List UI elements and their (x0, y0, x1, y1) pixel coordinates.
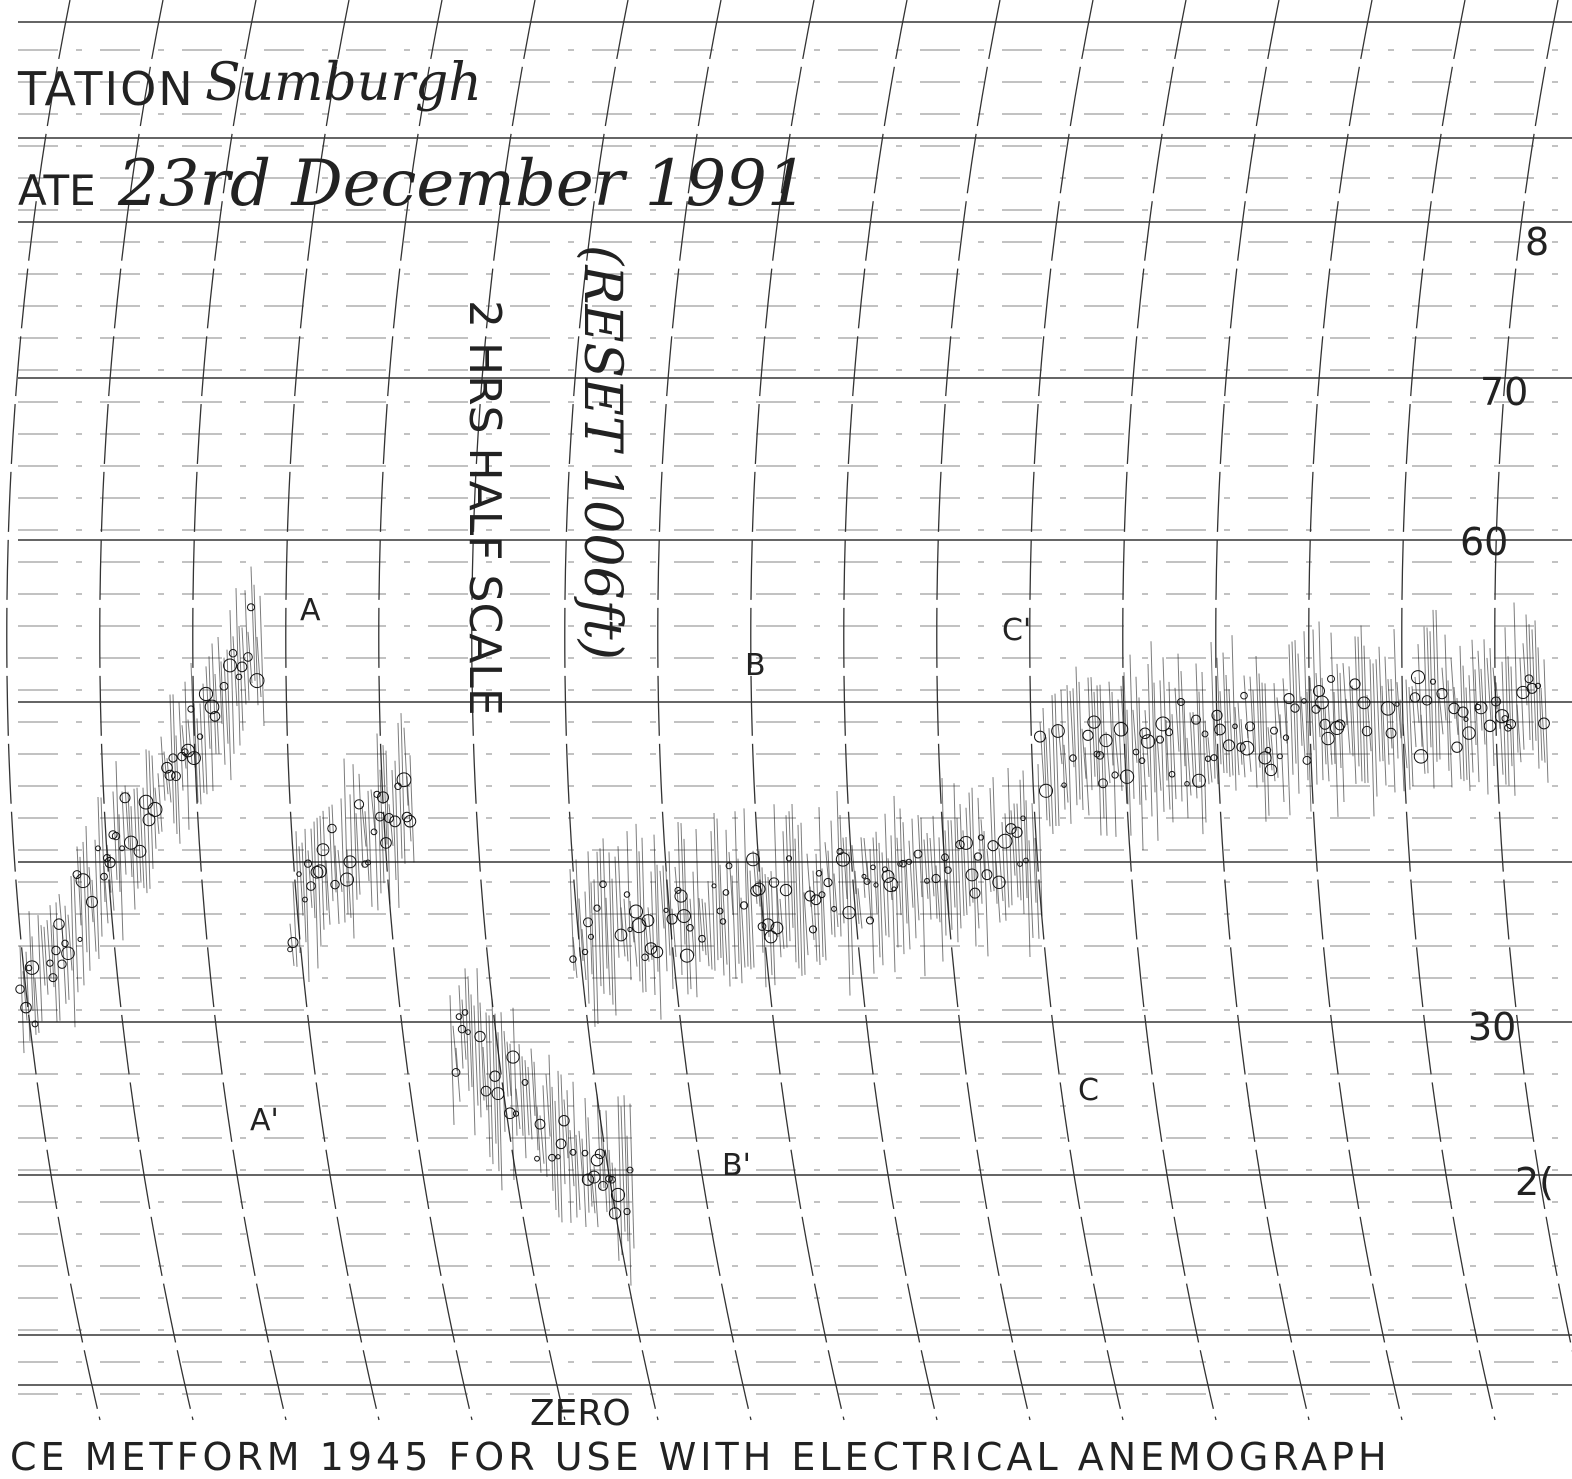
marker-label: B' (722, 1148, 751, 1183)
marker-label: C (1078, 1073, 1099, 1108)
scale-label: 30 (1468, 1005, 1516, 1049)
station-label: TATION (17, 62, 195, 116)
marker-label: C' (1002, 613, 1031, 648)
date-label: ATE (18, 166, 96, 215)
date: 23rd December 1991 (117, 147, 808, 221)
zero-label: ZERO (530, 1393, 631, 1434)
scale-label: 70 (1480, 370, 1528, 414)
scale-label: 60 (1460, 520, 1508, 564)
scale-label: 2( (1515, 1160, 1554, 1204)
station-name: Sumburgh (205, 53, 482, 113)
marker-label: B (745, 648, 766, 683)
marker-label: A' (250, 1103, 279, 1138)
anemograph-chart: TATION Sumburgh ATE 23rd December 1991 (… (0, 0, 1572, 1479)
footer: CE METFORM 1945 FOR USE WITH ELECTRICAL … (10, 1435, 1391, 1479)
marker-label: A (300, 593, 321, 628)
scale-note: 2 HRS HALF SCALE (459, 300, 510, 716)
scale-label: 8 (1525, 220, 1549, 264)
reset-note: (RESET 1006ft) (572, 245, 632, 660)
